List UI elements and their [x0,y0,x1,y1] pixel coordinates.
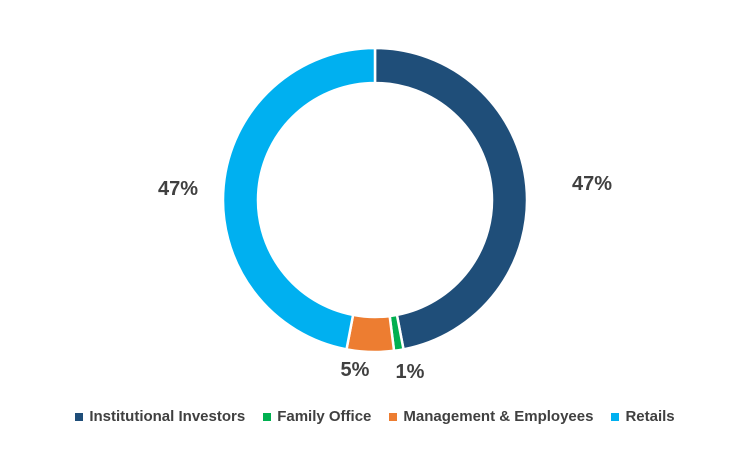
legend-item-institutional-investors: Institutional Investors [75,408,245,425]
legend-item-family-office: Family Office [263,408,371,425]
legend-label: Family Office [277,408,372,425]
legend-swatch [389,412,398,421]
slice-management-employees [345,313,396,354]
legend-swatch [75,412,84,421]
data-label: 47% [572,173,612,195]
legend-label: Institutional Investors [89,408,246,425]
data-label: 5% [341,359,370,381]
data-label: 47% [158,178,198,200]
legend-swatch [611,412,620,421]
legend-swatch [263,412,272,421]
legend: Institutional Investors Family Office Ma… [0,408,750,425]
slice-retails [221,46,377,351]
legend-label: Retails [625,408,675,425]
legend-item-retails: Retails [611,408,675,425]
slice-institutional-investors [373,46,529,351]
legend-item-management-employees: Management & Employees [389,408,593,425]
legend-label: Management & Employees [403,408,594,425]
data-label: 1% [396,361,425,383]
